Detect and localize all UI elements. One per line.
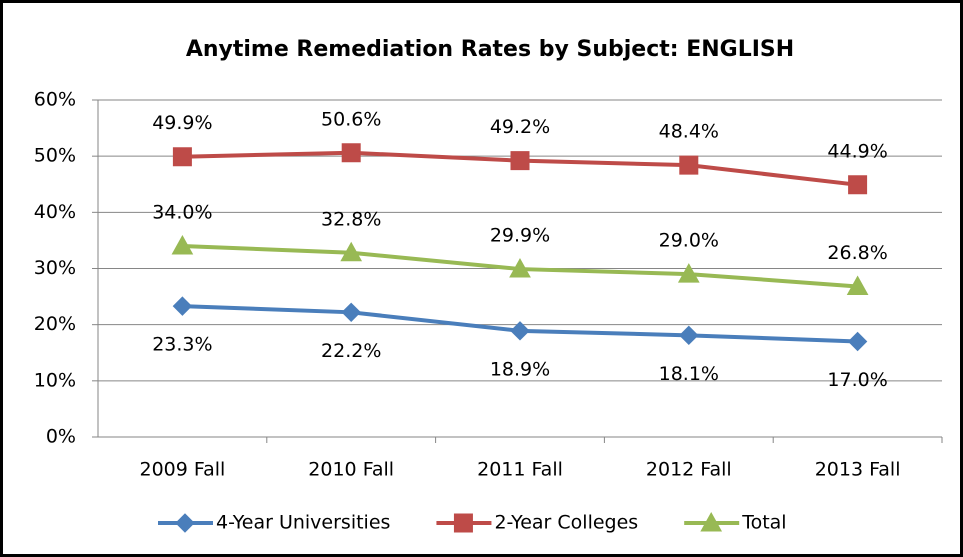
data-label: 18.9%: [490, 358, 550, 380]
data-label: 44.9%: [827, 140, 887, 162]
marker: [453, 513, 473, 533]
legend-label: Total: [741, 512, 786, 534]
data-label: 17.0%: [827, 369, 887, 391]
marker: [679, 155, 699, 175]
y-tick-label: 0%: [46, 426, 76, 448]
marker: [679, 325, 699, 346]
marker: [175, 513, 195, 533]
data-label: 29.0%: [659, 230, 719, 252]
x-tick-label: 2009 Fall: [140, 459, 226, 481]
y-tick-label: 40%: [34, 201, 76, 223]
data-label: 23.3%: [152, 334, 212, 356]
legend-item: 4-Year Universities: [158, 512, 390, 534]
data-label: 26.8%: [827, 242, 887, 264]
data-label: 22.2%: [321, 340, 381, 362]
marker: [341, 143, 361, 163]
data-label: 34.0%: [152, 202, 212, 224]
x-tick-label: 2013 Fall: [815, 459, 901, 481]
marker: [847, 331, 868, 352]
legend-item: 2-Year Colleges: [436, 512, 638, 534]
marker: [171, 235, 194, 255]
marker: [677, 263, 700, 283]
x-tick-label: 2012 Fall: [646, 459, 732, 481]
y-tick-label: 50%: [34, 145, 76, 167]
chart-title: Anytime Remediation Rates by Subject: EN…: [186, 37, 794, 62]
data-label: 48.4%: [659, 121, 719, 143]
marker: [848, 175, 868, 195]
y-tick-label: 20%: [34, 313, 76, 335]
data-label: 49.9%: [152, 112, 212, 134]
data-label: 32.8%: [321, 208, 381, 230]
marker: [846, 275, 869, 295]
legend-label: 4-Year Universities: [216, 512, 390, 534]
legend-item: Total: [684, 511, 787, 534]
y-tick-label: 30%: [34, 257, 76, 279]
data-label: 50.6%: [321, 108, 381, 130]
data-label: 18.1%: [659, 363, 719, 385]
legend-label: 2-Year Colleges: [494, 512, 638, 534]
y-tick-label: 10%: [34, 369, 76, 391]
marker: [509, 258, 531, 278]
y-tick-label: 60%: [34, 89, 76, 111]
marker: [510, 321, 530, 341]
marker: [172, 147, 192, 167]
marker: [340, 241, 363, 262]
x-tick-label: 2011 Fall: [477, 459, 563, 481]
data-label: 29.9%: [490, 225, 550, 247]
data-label: 49.2%: [490, 116, 550, 138]
marker: [510, 151, 530, 171]
marker: [172, 296, 193, 316]
x-tick-label: 2010 Fall: [308, 459, 394, 481]
marker: [700, 511, 723, 532]
marker: [341, 302, 361, 323]
